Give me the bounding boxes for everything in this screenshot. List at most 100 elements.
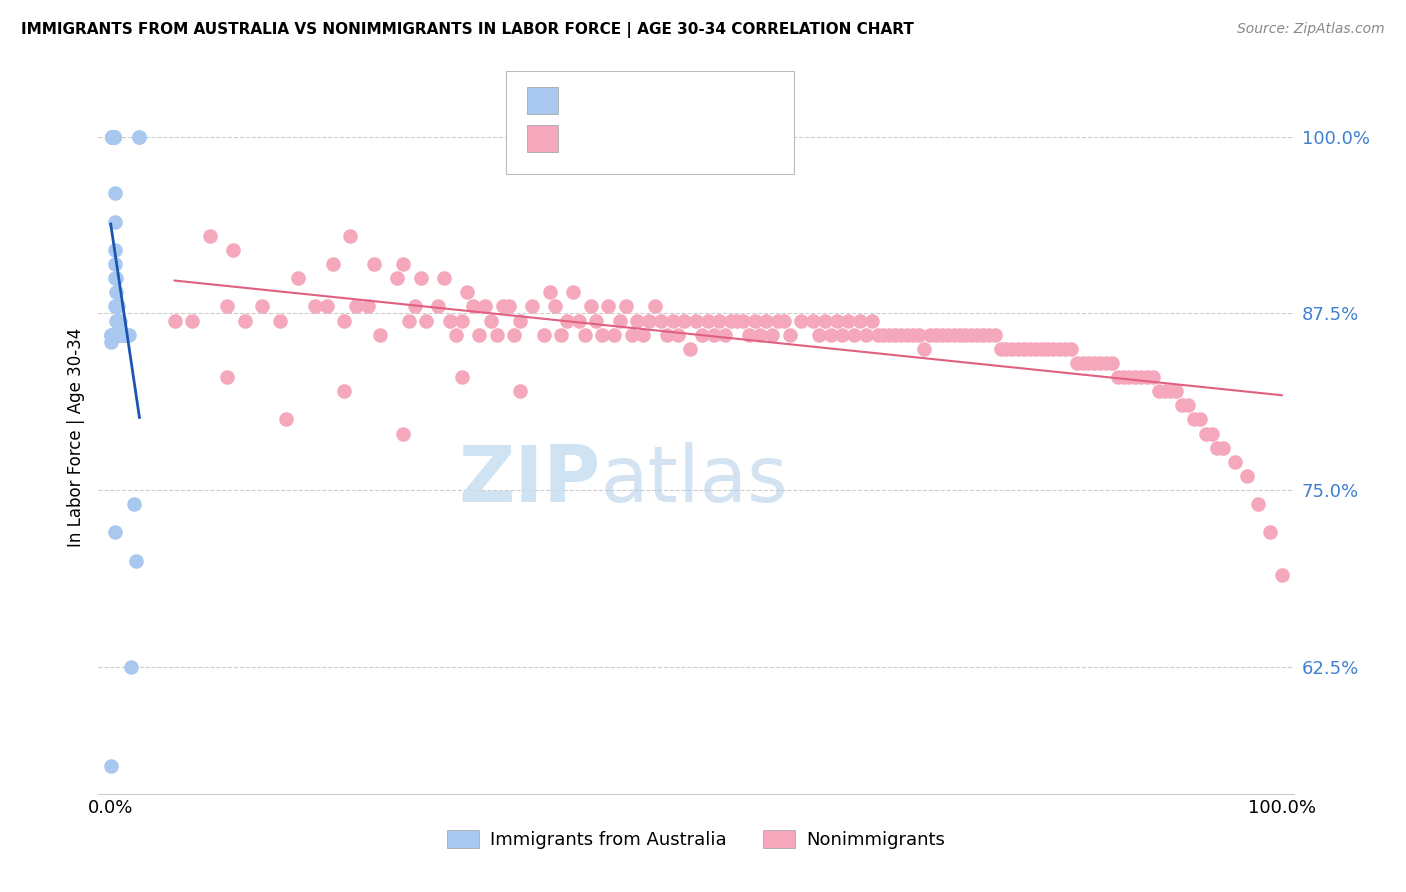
Point [101,129,124,144]
Point [579,299,602,313]
Point [101,327,124,342]
Point [105,285,128,300]
Point [638,313,661,327]
Point [104,214,127,228]
Point [509,384,531,399]
Text: 0.029: 0.029 [620,128,679,148]
Point [703,327,725,342]
Point [1195,426,1218,441]
Point [972,327,994,342]
Point [1107,370,1129,384]
Point [773,313,796,327]
Point [984,327,1007,342]
Point [103,129,125,144]
Point [269,313,291,327]
Point [498,299,520,313]
Point [105,313,128,327]
Point [468,327,491,342]
Text: Source: ZipAtlas.com: Source: ZipAtlas.com [1237,22,1385,37]
Point [1236,469,1258,483]
Point [100,327,122,342]
Point [960,327,983,342]
Text: R =: R = [572,128,617,148]
Point [104,271,127,285]
Point [122,497,145,511]
Point [112,327,135,342]
Text: N =: N = [676,128,735,148]
Point [107,313,129,327]
Point [844,327,866,342]
Point [101,129,124,144]
Point [896,327,918,342]
Point [603,327,626,342]
Point [463,299,485,313]
Point [485,327,508,342]
Point [820,327,842,342]
Point [101,129,124,144]
Point [738,327,761,342]
Point [860,313,883,327]
Point [107,299,129,313]
Point [456,285,478,300]
Point [520,299,543,313]
Point [679,342,702,356]
Point [1036,342,1059,356]
Point [105,299,128,313]
Point [444,327,467,342]
Point [118,327,141,342]
Point [105,299,128,313]
Point [222,243,245,257]
Point [591,327,613,342]
Point [110,327,132,342]
Point [1142,370,1164,384]
Point [105,299,128,313]
Point [1206,441,1229,455]
Point [807,327,830,342]
Point [100,327,122,342]
Point [550,327,572,342]
Point [1153,384,1175,399]
Point [855,327,877,342]
Point [720,313,742,327]
Point [1054,342,1077,356]
Point [914,342,936,356]
Point [990,342,1012,356]
Point [101,129,124,144]
Point [766,313,789,327]
Point [966,327,988,342]
Point [316,299,339,313]
Point [538,285,561,300]
Point [103,129,125,144]
Point [304,299,326,313]
Point [1007,342,1029,356]
Point [104,299,127,313]
Point [1077,356,1099,370]
Point [1090,356,1112,370]
Point [1047,342,1070,356]
Text: IMMIGRANTS FROM AUSTRALIA VS NONIMMIGRANTS IN LABOR FORCE | AGE 30-34 CORRELATIO: IMMIGRANTS FROM AUSTRALIA VS NONIMMIGRAN… [21,22,914,38]
Point [1060,342,1083,356]
Point [568,313,591,327]
Point [709,313,731,327]
Point [125,554,148,568]
Point [877,327,901,342]
Text: atlas: atlas [600,442,787,518]
Point [105,271,128,285]
Text: 60: 60 [735,91,762,111]
Point [322,257,344,271]
Point [790,313,813,327]
Point [1247,497,1270,511]
Point [633,327,655,342]
Point [427,299,450,313]
Point [890,327,912,342]
Point [761,327,783,342]
Point [103,129,125,144]
Point [101,129,124,144]
Point [644,299,666,313]
Point [866,327,889,342]
Point [585,313,607,327]
Point [492,299,515,313]
Point [101,129,124,144]
Point [931,327,953,342]
Point [103,129,125,144]
